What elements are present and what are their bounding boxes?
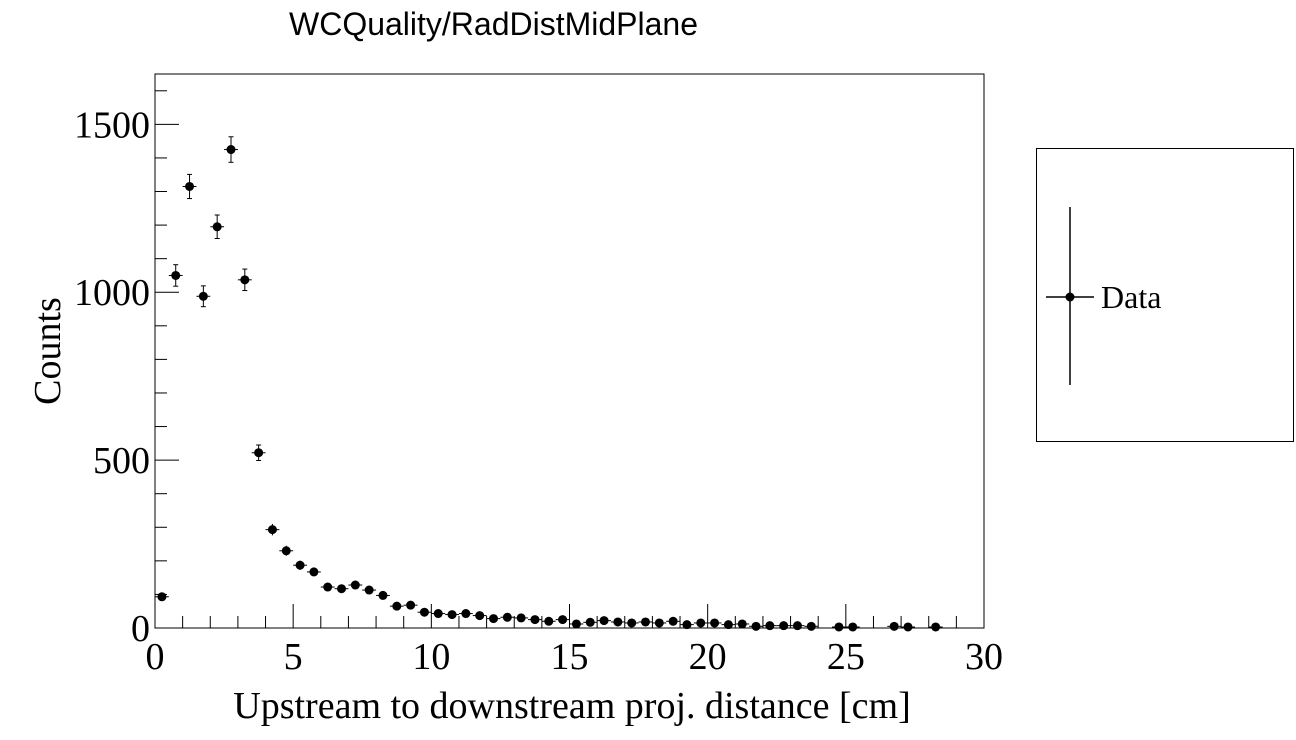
data-point (597, 616, 611, 626)
data-point (887, 621, 902, 631)
data-point (845, 622, 860, 632)
data-point (749, 621, 763, 631)
x-tick-label: 15 (551, 636, 589, 678)
data-point (431, 609, 446, 619)
data-point (486, 614, 501, 624)
data-point (762, 621, 777, 631)
data-point (541, 616, 556, 626)
data-point (928, 622, 943, 632)
x-tick-label: 0 (146, 636, 165, 678)
data-point (403, 600, 418, 610)
chart-title: WCQuality/RadDistMidPlane (289, 6, 699, 42)
y-axis-ticks (155, 90, 179, 629)
data-point (583, 617, 598, 627)
data-point (334, 584, 349, 594)
plot-frame (154, 73, 985, 629)
data-point (376, 590, 390, 600)
data-point (528, 615, 542, 625)
x-axis-label: Upstream to downstream proj. distance [c… (233, 685, 910, 727)
data-point (472, 611, 487, 621)
data-point (293, 560, 307, 570)
data-point (790, 621, 805, 631)
data-point (237, 268, 252, 292)
x-tick-label: 25 (827, 636, 865, 678)
data-point (707, 618, 722, 628)
x-tick-label: 30 (965, 636, 1003, 678)
data-point (569, 619, 584, 629)
data-point (458, 609, 473, 619)
data-point (610, 617, 625, 627)
data-point (804, 621, 819, 631)
data-point (652, 618, 667, 628)
y-axis-label: Counts (27, 297, 69, 405)
data-point (168, 264, 183, 287)
data-point (832, 622, 846, 632)
data-point (500, 612, 515, 622)
data-point (182, 173, 197, 200)
y-axis-tick-labels: 0 500 1000 1500 (74, 104, 150, 650)
data-point (265, 523, 280, 536)
legend-marker-icon (1046, 207, 1094, 385)
data-point (348, 580, 363, 590)
y-tick-label: 0 (131, 608, 150, 650)
data-point (362, 585, 377, 595)
data-point (666, 616, 681, 626)
data-point (638, 617, 653, 627)
data-point (306, 567, 321, 577)
data-point (624, 618, 639, 628)
data-point (210, 214, 225, 240)
x-tick-label: 5 (284, 636, 303, 678)
data-point (901, 622, 915, 632)
data-point (389, 601, 404, 611)
data-point (721, 620, 736, 630)
data-point (693, 618, 708, 628)
y-tick-label: 1000 (74, 272, 150, 314)
data-point (680, 620, 694, 630)
y-tick-label: 1500 (74, 104, 150, 146)
x-tick-label: 10 (412, 636, 450, 678)
data-point (224, 136, 238, 163)
data-point (279, 545, 294, 556)
data-point (776, 621, 791, 631)
data-point (251, 444, 266, 461)
x-axis-tick-labels: 0 5 10 15 20 25 30 (146, 636, 1004, 678)
data-point (155, 592, 169, 602)
data-point (445, 610, 459, 620)
data-point (555, 615, 570, 625)
legend-entry-data: Data (1101, 279, 1162, 315)
x-tick-label: 20 (689, 636, 727, 678)
data-points (155, 136, 943, 632)
data-point (735, 619, 750, 629)
y-tick-label: 500 (93, 440, 150, 482)
data-point (514, 613, 529, 623)
data-point (320, 582, 335, 592)
legend: Data (1036, 148, 1294, 442)
data-point (196, 285, 211, 308)
data-point (417, 607, 432, 617)
